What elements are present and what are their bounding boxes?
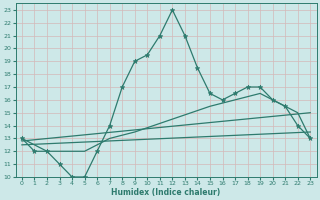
- X-axis label: Humidex (Indice chaleur): Humidex (Indice chaleur): [111, 188, 221, 197]
